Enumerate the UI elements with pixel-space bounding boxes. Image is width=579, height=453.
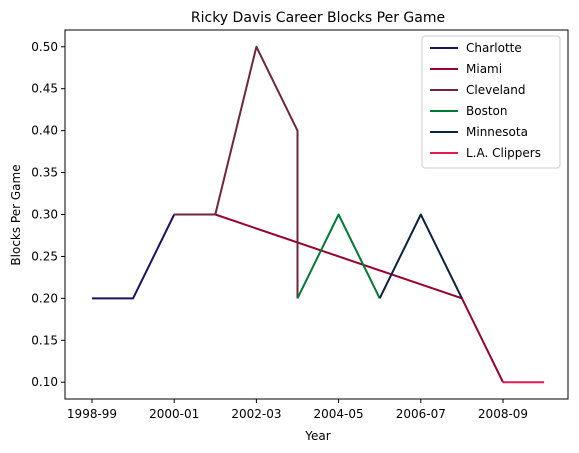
- legend-label: L.A. Clippers: [466, 146, 541, 160]
- x-tick-label: 2004-05: [314, 407, 364, 421]
- y-axis: 0.10 0.15 0.20 0.25 0.30 0.35 0.40 0.45 0.50: [31, 40, 65, 389]
- x-tick-label: 1998-99: [67, 407, 117, 421]
- chart-title: Ricky Davis Career Blocks Per Game: [191, 10, 445, 26]
- legend-label: Miami: [466, 62, 502, 76]
- x-tick-label: 2008-09: [478, 407, 528, 421]
- y-tick-label: 0.40: [31, 124, 58, 138]
- y-tick-label: 0.20: [31, 291, 58, 305]
- series-line-miami: [174, 213, 504, 383]
- series-line-charlotte: [92, 214, 176, 300]
- series-layer: [92, 45, 545, 384]
- y-tick-label: 0.10: [31, 375, 58, 389]
- x-axis-title: Year: [304, 429, 330, 443]
- legend-label: Cleveland: [466, 83, 526, 97]
- y-tick-label: 0.50: [31, 40, 58, 54]
- y-tick-label: 0.35: [31, 166, 58, 180]
- x-tick-label: 2006-07: [396, 407, 446, 421]
- series-line-minnesota: [378, 213, 463, 299]
- y-tick-label: 0.30: [31, 208, 58, 222]
- series-line-boston: [296, 213, 381, 299]
- y-tick-label: 0.25: [31, 249, 58, 263]
- x-tick-label: 2000-01: [149, 407, 199, 421]
- x-axis: 1998-99 2000-01 2002-03 2004-05 2006-07 2008-…: [67, 399, 528, 421]
- legend: Charlotte Miami Cleveland Boston Minnesota L.…: [421, 35, 561, 169]
- y-tick-label: 0.45: [31, 82, 58, 96]
- legend-label: Boston: [466, 104, 507, 118]
- y-tick-label: 0.15: [31, 333, 58, 347]
- series-line-cleveland: [174, 45, 299, 299]
- legend-label: Minnesota: [466, 125, 528, 139]
- x-tick-label: 2002-03: [231, 407, 281, 421]
- legend-label: Charlotte: [466, 41, 522, 55]
- y-axis-title: Blocks Per Game: [9, 164, 23, 265]
